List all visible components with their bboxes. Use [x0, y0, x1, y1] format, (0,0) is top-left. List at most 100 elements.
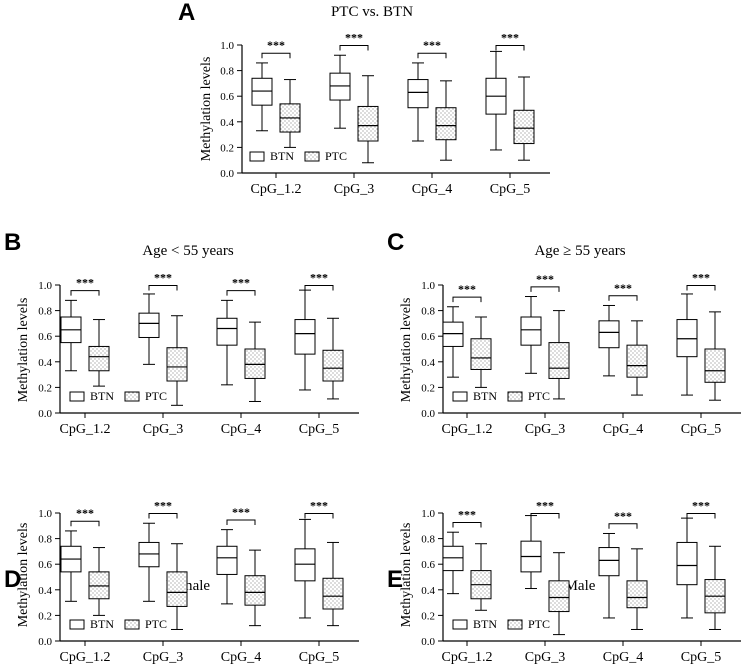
btn-box [598, 547, 620, 577]
chart-title: Male [565, 578, 596, 594]
y-tick-label: 0.8 [38, 306, 52, 318]
significance-bracket [452, 522, 482, 528]
legend-label-ptc: PTC [325, 149, 347, 163]
legend-label-btn: BTN [90, 389, 114, 403]
significance-bracket [530, 513, 560, 519]
legend: BTN PTC [69, 617, 167, 631]
y-axis-label: Methylation levels [16, 523, 31, 628]
btn-box [294, 548, 316, 582]
y-tick-label: 0.8 [421, 534, 435, 546]
significance-bracket [70, 520, 100, 527]
y-tick-label: 0.2 [38, 382, 52, 394]
x-tick-label: CpG_1.2 [60, 422, 111, 437]
ptc-box [704, 348, 726, 383]
legend: BTN PTC [249, 149, 347, 163]
significance-bracket [686, 513, 716, 519]
legend: BTN PTC [452, 389, 550, 403]
significance-label: *** [154, 499, 172, 513]
ptc-box [357, 105, 379, 142]
btn-box [138, 541, 160, 568]
y-tick-label: 1.0 [38, 280, 52, 292]
y-tick-label: 0.2 [421, 382, 435, 394]
significance-bracket [226, 290, 256, 296]
legend-swatch-ptc [124, 391, 140, 402]
significance-label: *** [536, 272, 554, 286]
btn-box [676, 319, 698, 358]
significance-bracket [686, 285, 716, 291]
panel-letter: C [387, 229, 404, 256]
significance-label: *** [692, 271, 710, 285]
ptc-box [626, 580, 648, 609]
significance-label: *** [614, 509, 632, 523]
ptc-box [548, 342, 570, 379]
significance-label: *** [310, 499, 328, 513]
y-tick-label: 0.4 [38, 357, 52, 369]
ptc-box [244, 348, 266, 379]
y-tick-label: 0.6 [38, 331, 52, 343]
ptc-box [435, 107, 457, 141]
ptc-box [166, 571, 188, 607]
btn-box [329, 72, 351, 101]
significance-label: *** [345, 31, 363, 45]
significance-bracket [148, 285, 178, 291]
ptc-box [626, 344, 648, 378]
chart-title: Age ≥ 55 years [534, 243, 625, 259]
y-axis-label: Methylation levels [16, 298, 31, 403]
btn-box [251, 77, 273, 106]
significance-label: *** [536, 499, 554, 513]
x-tick-label: CpG_5 [681, 422, 721, 437]
y-tick-label: 0.2 [38, 610, 52, 622]
legend-label-ptc: PTC [528, 617, 550, 631]
btn-box [216, 545, 238, 575]
x-tick-label: CpG_3 [143, 650, 183, 665]
chart-title: PTC vs. BTN [331, 4, 413, 20]
y-tick-label: 0.0 [421, 636, 435, 648]
legend-swatch-btn [452, 619, 468, 630]
y-tick-label: 0.0 [38, 408, 52, 420]
legend-swatch-btn [69, 619, 85, 630]
panel-E: E Male 0.0 0.2 0.4 0.6 0.8 1.0 Methylation level… [387, 499, 741, 665]
legend-swatch-ptc [507, 391, 523, 402]
legend-label-btn: BTN [473, 617, 497, 631]
ptc-box [470, 338, 492, 370]
y-tick-label: 0.8 [421, 306, 435, 318]
significance-bracket [452, 296, 482, 303]
y-axis-label: Methylation levels [199, 57, 214, 162]
x-tick-label: CpG_3 [143, 422, 183, 437]
panel-letter: A [178, 0, 195, 26]
ptc-box [88, 345, 110, 372]
x-tick-label: CpG_1.2 [251, 182, 302, 197]
ptc-box [548, 580, 570, 613]
y-tick-label: 0.8 [220, 66, 234, 78]
y-tick-label: 0.4 [220, 117, 234, 129]
x-tick-label: CpG_4 [603, 650, 643, 665]
significance-label: *** [501, 31, 519, 45]
legend-swatch-btn [69, 391, 85, 402]
significance-label: *** [458, 282, 476, 296]
btn-box [598, 320, 620, 349]
x-tick-label: CpG_4 [603, 422, 643, 437]
significance-bracket [608, 523, 638, 529]
ptc-box [166, 347, 188, 382]
y-tick-label: 1.0 [38, 508, 52, 520]
y-tick-label: 1.0 [421, 508, 435, 520]
y-axis-label: Methylation levels [399, 523, 414, 628]
x-tick-label: CpG_1.2 [442, 422, 493, 437]
y-tick-label: 0.0 [38, 636, 52, 648]
btn-box [138, 312, 160, 338]
significance-bracket [304, 513, 334, 519]
legend-label-btn: BTN [473, 389, 497, 403]
btn-box [442, 321, 464, 347]
y-tick-label: 0.4 [421, 357, 435, 369]
significance-label: *** [614, 281, 632, 295]
x-tick-label: CpG_4 [221, 422, 261, 437]
legend-swatch-ptc [124, 619, 140, 630]
legend-label-btn: BTN [90, 617, 114, 631]
significance-label: *** [232, 505, 250, 519]
significance-label: *** [76, 506, 94, 520]
significance-bracket [495, 45, 525, 51]
significance-bracket [339, 45, 369, 51]
legend-swatch-btn [452, 391, 468, 402]
y-tick-label: 0.2 [220, 142, 234, 154]
